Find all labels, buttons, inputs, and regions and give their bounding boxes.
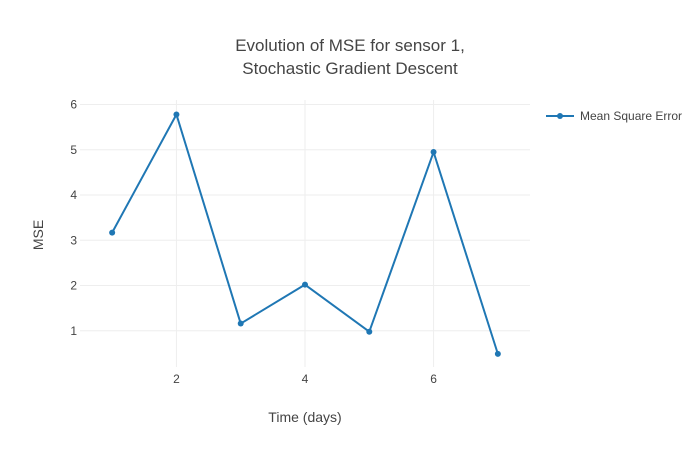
grid-lines [80,100,530,367]
chart-title-line-2: Stochastic Gradient Descent [242,59,458,78]
legend-label-mean-square-error: Mean Square Error [580,109,682,123]
y-tick-label: 3 [70,233,77,247]
data-point[interactable] [302,281,308,288]
series-group [109,111,501,357]
legend[interactable]: Mean Square Error [546,109,682,123]
x-tick-label: 4 [302,372,309,386]
data-point[interactable] [430,149,437,156]
data-point[interactable] [494,350,501,357]
x-axis-title: Time (days) [268,409,341,425]
legend-marker-swatch [557,113,563,119]
data-point[interactable] [173,111,180,118]
y-tick-label: 5 [70,143,77,157]
y-tick-label: 6 [70,98,77,112]
y-tick-label: 4 [70,188,77,202]
x-tick-label: 6 [430,372,437,386]
chart-title-line-1: Evolution of MSE for sensor 1, [235,36,465,55]
data-point[interactable] [237,320,244,327]
x-axis-ticks: 2 4 6 [173,372,437,386]
y-tick-label: 2 [70,279,77,293]
y-axis-ticks: 1 2 3 4 5 6 [70,98,77,338]
chart-title: Evolution of MSE for sensor 1, Stochasti… [235,36,465,78]
y-tick-label: 1 [70,324,77,338]
data-point[interactable] [109,229,116,236]
x-tick-label: 2 [173,372,180,386]
y-axis-title: MSE [30,220,46,250]
data-point[interactable] [366,328,373,335]
